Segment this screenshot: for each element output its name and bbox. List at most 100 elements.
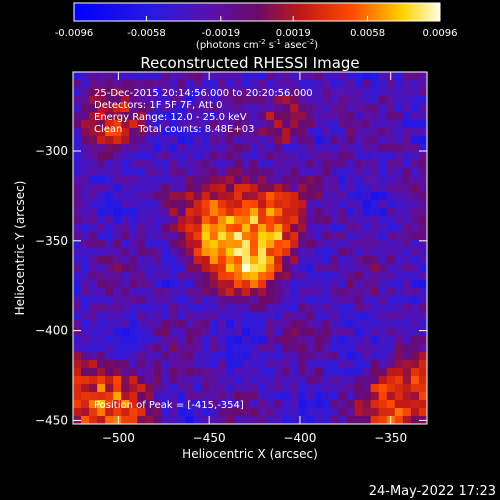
- heatmap-cell: [362, 232, 372, 241]
- heatmap-cell: [386, 248, 396, 257]
- heatmap-cell: [322, 120, 332, 129]
- heatmap-cell: [338, 80, 348, 89]
- heatmap-cell: [298, 320, 307, 329]
- heatmap-cell: [354, 336, 364, 345]
- heatmap-cell: [314, 72, 324, 81]
- heatmap-cell: [193, 120, 203, 129]
- heatmap-cell: [73, 376, 82, 385]
- heatmap-cell: [282, 392, 291, 401]
- heatmap-cell: [161, 328, 171, 337]
- heatmap-cell: [298, 344, 307, 353]
- heatmap-cell: [201, 256, 211, 265]
- heatmap-cell: [346, 200, 356, 209]
- heatmap-cell: [290, 112, 299, 121]
- heatmap-cell: [266, 248, 275, 257]
- heatmap-cell: [201, 328, 211, 337]
- heatmap-cell: [241, 144, 251, 153]
- heatmap-cell: [185, 376, 195, 385]
- heatmap-cell: [362, 336, 372, 345]
- heatmap-cell: [346, 408, 356, 417]
- heatmap-cell: [81, 208, 90, 217]
- heatmap-cell: [113, 136, 122, 145]
- heatmap-cell: [298, 152, 307, 161]
- heatmap-cell: [177, 208, 187, 217]
- heatmap-cell: [145, 240, 155, 249]
- heatmap-cell: [338, 368, 348, 377]
- heatmap-cell: [169, 152, 179, 161]
- heatmap-cell: [258, 272, 267, 281]
- heatmap-cell: [330, 144, 340, 153]
- heatmap-cell: [386, 80, 396, 89]
- heatmap-cell: [290, 296, 299, 305]
- heatmap-cell: [250, 344, 259, 353]
- heatmap-cell: [290, 272, 299, 281]
- heatmap-cell: [306, 376, 315, 385]
- heatmap-cell: [322, 336, 332, 345]
- heatmap-cell: [346, 328, 356, 337]
- heatmap-cell: [161, 392, 171, 401]
- heatmap-cell: [338, 376, 348, 385]
- heatmap-cell: [105, 176, 114, 185]
- heatmap-cell: [233, 336, 243, 345]
- heatmap-cell: [241, 112, 251, 121]
- heatmap-cell: [418, 232, 427, 241]
- heatmap-cell: [346, 96, 356, 105]
- heatmap-cell: [233, 208, 243, 217]
- heatmap-cell: [201, 408, 211, 417]
- heatmap-cell: [322, 368, 332, 377]
- heatmap-cell: [410, 80, 420, 89]
- heatmap-cell: [346, 144, 356, 153]
- heatmap-cell: [185, 184, 195, 193]
- heatmap-cell: [306, 192, 315, 201]
- heatmap-cell: [73, 312, 82, 321]
- heatmap-cell: [282, 112, 291, 121]
- heatmap-cell: [362, 408, 372, 417]
- heatmap-cell: [402, 240, 412, 249]
- heatmap-cell: [97, 368, 106, 377]
- heatmap-cell: [233, 136, 243, 145]
- heatmap-cell: [129, 296, 138, 305]
- heatmap-cell: [266, 384, 275, 393]
- heatmap-cell: [225, 96, 235, 105]
- heatmap-cell: [282, 144, 291, 153]
- heatmap-cell: [346, 384, 356, 393]
- heatmap-cell: [225, 72, 235, 81]
- heatmap-cell: [217, 112, 227, 121]
- heatmap-cell: [258, 80, 267, 89]
- heatmap-cell: [137, 136, 147, 145]
- heatmap-cell: [209, 368, 219, 377]
- heatmap-cell: [233, 320, 243, 329]
- heatmap-cell: [346, 264, 356, 273]
- heatmap-cell: [185, 256, 195, 265]
- heatmap-cell: [362, 416, 372, 424]
- heatmap-cell: [177, 176, 187, 185]
- heatmap-cell: [298, 120, 307, 129]
- heatmap-cell: [225, 224, 235, 233]
- heatmap-cell: [137, 384, 147, 393]
- heatmap-cell: [73, 328, 82, 337]
- heatmap-cell: [89, 408, 98, 417]
- heatmap-cell: [274, 256, 283, 265]
- heatmap-cell: [225, 280, 235, 289]
- heatmap-cell: [169, 144, 179, 153]
- heatmap-cell: [193, 144, 203, 153]
- heatmap-cell: [113, 312, 122, 321]
- heatmap-cell: [346, 136, 356, 145]
- heatmap-cell: [322, 256, 332, 265]
- heatmap-cell: [306, 232, 315, 241]
- heatmap-cell: [129, 240, 138, 249]
- heatmap-cell: [322, 112, 332, 121]
- heatmap-cell: [362, 272, 372, 281]
- heatmap-cell: [266, 80, 275, 89]
- heatmap-cell: [322, 384, 332, 393]
- heatmap-cell: [370, 112, 380, 121]
- heatmap-cell: [282, 224, 291, 233]
- heatmap-cell: [418, 80, 427, 89]
- heatmap-cell: [225, 232, 235, 241]
- heatmap-cell: [346, 160, 356, 169]
- heatmap-cell: [306, 128, 315, 137]
- heatmap-cell: [81, 152, 90, 161]
- heatmap-cell: [410, 272, 420, 281]
- heatmap-cell: [338, 88, 348, 97]
- heatmap-cell: [89, 152, 98, 161]
